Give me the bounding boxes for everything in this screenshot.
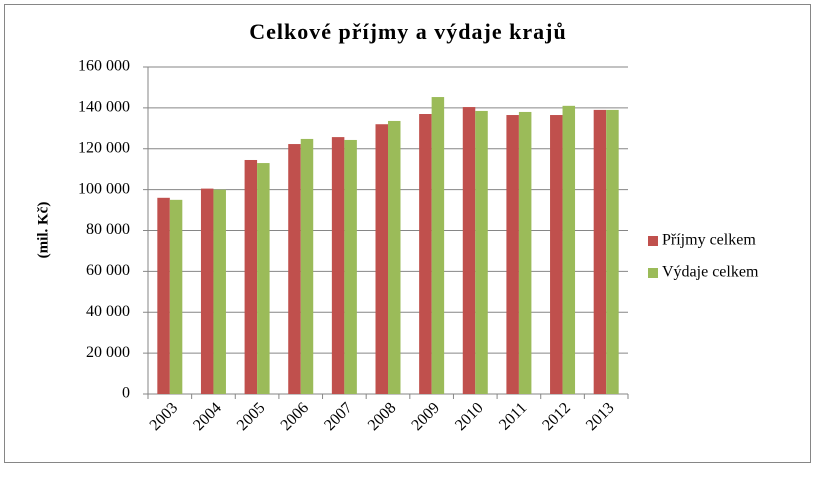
bar bbox=[300, 138, 314, 394]
bar bbox=[606, 109, 619, 394]
bar bbox=[200, 188, 214, 394]
chart-frame bbox=[4, 4, 811, 463]
bar bbox=[375, 124, 388, 394]
y-tick-label: 60 000 bbox=[86, 262, 130, 279]
bar bbox=[388, 120, 401, 394]
bar bbox=[257, 163, 270, 394]
legend-label: Výdaje celkem bbox=[662, 264, 759, 281]
y-tick-label: 20 000 bbox=[86, 344, 130, 361]
bar bbox=[331, 137, 345, 394]
y-tick-label: 140 000 bbox=[78, 99, 130, 116]
y-tick-label: 40 000 bbox=[86, 303, 130, 320]
bar bbox=[419, 114, 432, 394]
y-tick-label: 120 000 bbox=[78, 139, 130, 156]
legend-label: Příjmy celkem bbox=[662, 232, 756, 249]
chart-title: Celkové příjmy a výdaje krajů bbox=[249, 19, 566, 44]
legend-swatch bbox=[648, 268, 658, 278]
y-tick-label: 100 000 bbox=[78, 180, 130, 197]
bar bbox=[169, 199, 183, 394]
legend-swatch bbox=[648, 236, 658, 246]
y-axis-label: (mil. Kč) bbox=[35, 202, 51, 259]
bar bbox=[244, 159, 258, 394]
bar bbox=[288, 144, 301, 394]
y-tick-label: 0 bbox=[122, 385, 130, 402]
bar bbox=[562, 105, 576, 395]
bar bbox=[593, 109, 607, 394]
bar bbox=[344, 139, 357, 394]
bar bbox=[518, 111, 532, 395]
bar bbox=[506, 115, 519, 394]
bar bbox=[157, 197, 170, 394]
bar bbox=[475, 110, 488, 395]
bar bbox=[213, 189, 226, 394]
y-tick-label: 80 000 bbox=[86, 221, 130, 238]
bar bbox=[431, 97, 445, 394]
bar bbox=[462, 107, 476, 395]
y-tick-label: 160 000 bbox=[78, 58, 130, 75]
bar bbox=[550, 115, 563, 394]
